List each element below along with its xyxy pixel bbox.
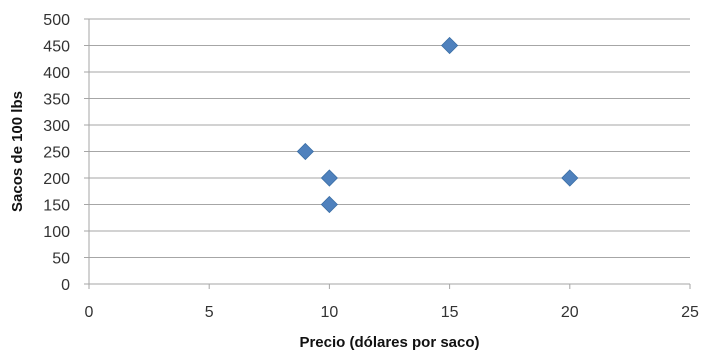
data-point (320, 195, 338, 214)
x-tick-label: 15 (441, 304, 459, 321)
y-tick-labels: 0 50 100 150 200 250 300 350 400 450 500 (43, 12, 70, 294)
y-tick-label: 100 (43, 224, 70, 241)
y-tick-label: 0 (61, 277, 70, 294)
data-point (561, 169, 579, 187)
axes (84, 18, 691, 289)
x-tick-labels: 0 5 10 15 20 25 (85, 304, 699, 321)
x-axis-title: Precio (dólares por saco) (299, 334, 479, 351)
y-tick-label: 250 (43, 145, 70, 162)
x-tick-label: 20 (561, 304, 579, 321)
y-tick-label: 400 (43, 65, 70, 82)
x-tick-label: 25 (681, 304, 699, 321)
y-tick-label: 150 (43, 198, 70, 215)
data-points (296, 36, 579, 214)
data-point (320, 169, 338, 187)
x-tick-label: 5 (205, 304, 214, 321)
data-point (441, 36, 459, 55)
data-point (296, 142, 314, 161)
y-tick-label: 200 (43, 171, 70, 188)
y-axis-title: Sacos de 100 lbs (9, 91, 26, 212)
y-tick-label: 350 (43, 92, 70, 109)
y-tick-label: 50 (52, 251, 70, 268)
gridlines (89, 18, 690, 258)
y-tick-label: 300 (43, 118, 70, 135)
x-tick-label: 10 (321, 304, 339, 321)
y-tick-label: 450 (43, 39, 70, 56)
y-tick-label: 500 (43, 12, 70, 29)
x-tick-label: 0 (85, 304, 94, 321)
